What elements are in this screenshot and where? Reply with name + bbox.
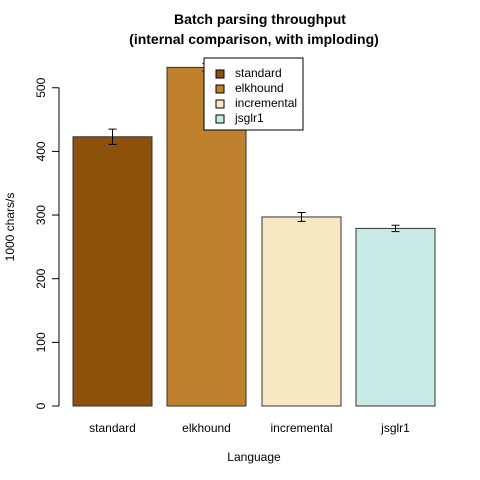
error-bar-standard: [108, 128, 117, 145]
legend-swatch: [215, 114, 225, 124]
y-tick-label: 100: [34, 332, 48, 352]
legend-item: jsglr1: [215, 111, 264, 125]
x-axis-ticks: standard elkhound incremental jsglr1: [89, 421, 410, 435]
x-axis-label: Language: [227, 450, 281, 464]
legend-item: standard: [215, 66, 282, 80]
chart-title: Batch parsing throughput: [174, 11, 346, 27]
y-tick-label: 500: [34, 77, 48, 97]
bar-jsglr1: [355, 227, 436, 407]
legend-swatch: [215, 84, 225, 94]
y-tick-label: 300: [34, 205, 48, 225]
legend-label: standard: [235, 66, 282, 80]
y-axis: 0 100 200 300 400 500: [34, 77, 60, 409]
y-axis-label: 1000 chars/s: [3, 193, 17, 262]
legend-item: incremental: [215, 96, 297, 110]
chart-subtitle: (internal comparison, with imploding): [129, 31, 379, 47]
x-tick-label: elkhound: [182, 421, 231, 435]
bar-incremental: [261, 216, 342, 407]
error-bar-incremental: [297, 212, 306, 222]
y-tick-label: 0: [34, 402, 48, 409]
bar-standard: [72, 136, 153, 407]
y-tick-label: 400: [34, 141, 48, 161]
x-tick-label: jsglr1: [380, 421, 410, 435]
legend-label: incremental: [235, 96, 297, 110]
y-tick-label: 200: [34, 268, 48, 288]
x-tick-label: standard: [89, 421, 136, 435]
error-bar-jsglr1: [391, 224, 400, 233]
legend-swatch: [215, 69, 225, 79]
x-tick-label: incremental: [270, 421, 332, 435]
legend-swatch: [215, 99, 225, 109]
legend-label: jsglr1: [234, 111, 264, 125]
legend-label: elkhound: [235, 81, 284, 95]
legend-item: elkhound: [215, 81, 284, 95]
